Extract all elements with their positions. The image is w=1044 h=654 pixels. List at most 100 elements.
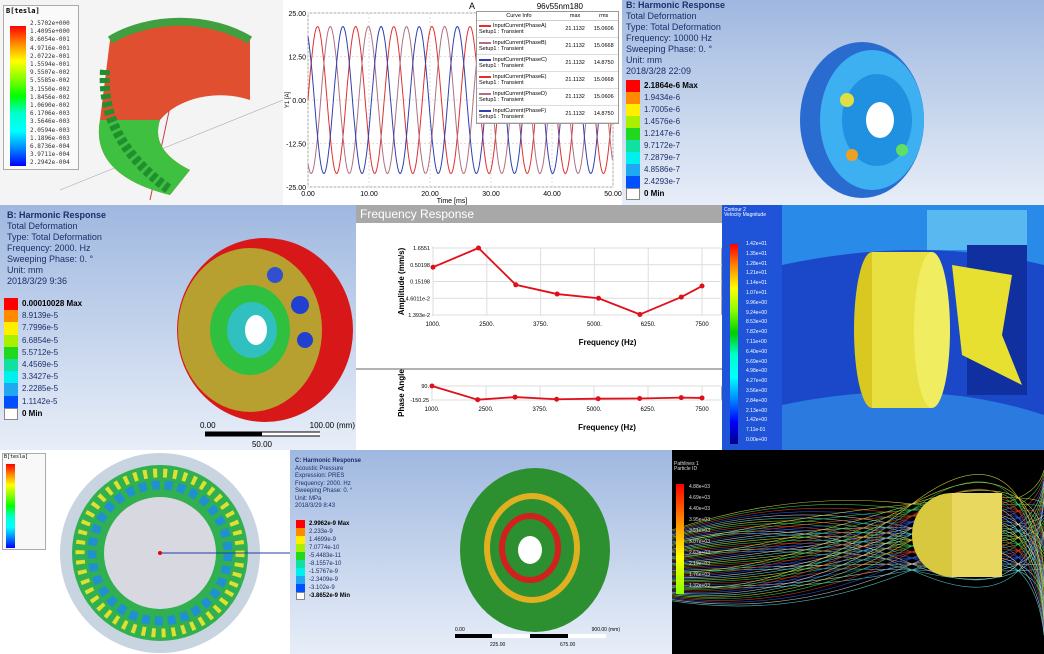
legend-row: 1.7005e-6 [626,104,698,116]
current-chart-panel: 96v55nm180 Time [ms] Y1 [A] 25.00 12.50 0.… [283,0,622,205]
legend-value: 1.42e+01 [746,241,767,247]
legend-title: B[tesla] [6,7,40,15]
result-info-line: 2018/3/29 8:43 [295,503,336,509]
data-point [637,395,643,401]
scale-left: 0.00 [455,627,465,633]
data-point [554,396,560,402]
legend-swatch [4,395,18,408]
legend-value: 1.8456e-002 [30,93,70,101]
legend-swatch [4,298,18,311]
legend-value: 1.76e+03 [689,572,710,578]
legend-swatch [296,560,305,568]
legend-row: 2.9962e-9 Max [296,520,350,528]
legend-value: 2.1864e-6 Max [644,81,698,90]
curve-cell: InputCurrent(PhaseB) Setup1 : Transient [477,40,561,52]
x-tick-label: 3750. [532,407,547,413]
legend-value: 8.53e+00 [746,319,767,326]
legend-value: 1.5594e-001 [30,61,70,69]
legend-value: 8.9139e-5 [22,311,59,321]
max-value: 21.1132 [565,43,585,49]
legend-row: 4.4569e-5 [4,358,82,372]
pathline [672,523,1044,554]
legend-swatch [4,334,18,347]
legend-row: 1.1142e-5 [4,395,82,408]
x-tick-label: 2500. [479,322,494,328]
rms-value: 14.8750 [593,111,614,117]
series-line [307,25,613,175]
legend-title: Pathlines 1 [674,461,699,467]
legend-value: 0 Min [22,408,43,418]
legend-swatch [626,92,640,104]
legend-row: 2.4293e-7 [626,176,698,188]
frequency-response-chart: 1000. 2500. 3750. 5000. 6250. 7500 1.6551 0.501… [356,245,722,432]
legend-value: 1.14e+01 [746,280,767,287]
pathline [672,481,1044,608]
pathline [672,510,1044,619]
legend-swatch [296,544,305,552]
pathline [672,496,1044,613]
field-legend: B[tesla] [2,453,46,550]
legend-row: -3.8652e-9 Min [296,592,350,600]
y-tick-label: 4.6011e-2 [406,296,430,302]
curve-cell: InputCurrent(PhaseC) Setup1 : Transient [477,57,561,69]
data-point [699,283,705,289]
x-axis-label: Frequency (Hz) [579,338,637,347]
legend-swatch [626,116,640,128]
pathline [672,526,1044,566]
scale-right: 100.00 (mm) [310,421,356,430]
pathline [672,534,1044,567]
legend-value: 1.07e+01 [746,289,767,296]
legend-value: 7.11e-01 [746,427,766,434]
legend-value: 2.63e+03 [689,550,710,556]
y-tick-label: 1.393e-2 [408,313,430,319]
rms-value: 15.0606 [593,26,614,32]
y-axis-label: Y1 [A] [285,91,291,108]
x-tick-label: 6250. [640,407,655,413]
result-info-line: Unit: mm [626,55,662,65]
legend-value: 1.2147e-6 [644,129,681,138]
table-row: InputCurrent(PhaseE) Setup1 : Transient 21… [477,72,618,89]
pathline [672,508,1044,548]
scale-mid: 50.00 [252,440,273,449]
y-tick-label: 1.6551 [413,246,430,252]
pathline [672,497,1044,545]
coil-model [59,17,283,201]
pathline [672,567,1044,573]
legend-row: 6.6854e-5 [4,334,82,347]
legend-value: 3.3427e-5 [22,372,59,382]
curve-setup: Setup1 : Transient [479,63,524,69]
x-tick-label: 3750. [533,322,548,328]
legend-swatch [296,528,305,536]
legend-value: 4.98e+00 [746,368,767,375]
result-info-line: Sweeping Phase: 0. ° [295,488,353,494]
pathline [672,563,1044,572]
legend-value: 3.9711e-004 [30,151,70,159]
table-row: InputCurrent(PhaseF) Setup1 : Transient 21… [477,106,618,123]
stator-field-view: B[tesla] [0,450,290,654]
legend-value: 7.82e+00 [746,329,767,336]
curve-name-line: InputCurrent(PhaseA) [479,23,561,29]
legend-swatch [296,520,305,528]
legend-swatch [296,536,305,544]
legend-value: 6.6854e-5 [22,335,59,345]
curve-name-line: InputCurrent(PhaseC) [479,57,561,63]
result-info-line: Sweeping Phase: 0. ° [7,254,94,264]
legend-value: 1.28e+01 [746,260,767,267]
legend-row: 8.9139e-5 [4,310,82,323]
pathline [672,512,1044,563]
y-tick-label: 25.00 [288,11,306,18]
legend-swatch [296,592,305,600]
curve-color-swatch [479,93,491,95]
pathline [672,511,1044,549]
legend-value: 5.5712e-5 [22,347,59,357]
field-legend: B[tesla] 2.5702e+000 1.4095e+000 8.6054e-0… [3,5,79,170]
legend-value: 1.32e+03 [689,583,710,589]
x-axis-label: Time [ms] [437,198,468,205]
legend-value: -2.3409e-9 [309,577,339,583]
legend-row: 7.0774e-10 [296,544,350,552]
pathline [672,517,1044,551]
legend-value: 1.0690e-002 [30,102,70,110]
legend-subtitle: Particle ID [674,466,698,472]
legend-value: 1.9434e-6 [644,93,681,102]
legend-value: 2.19e+03 [689,561,710,567]
